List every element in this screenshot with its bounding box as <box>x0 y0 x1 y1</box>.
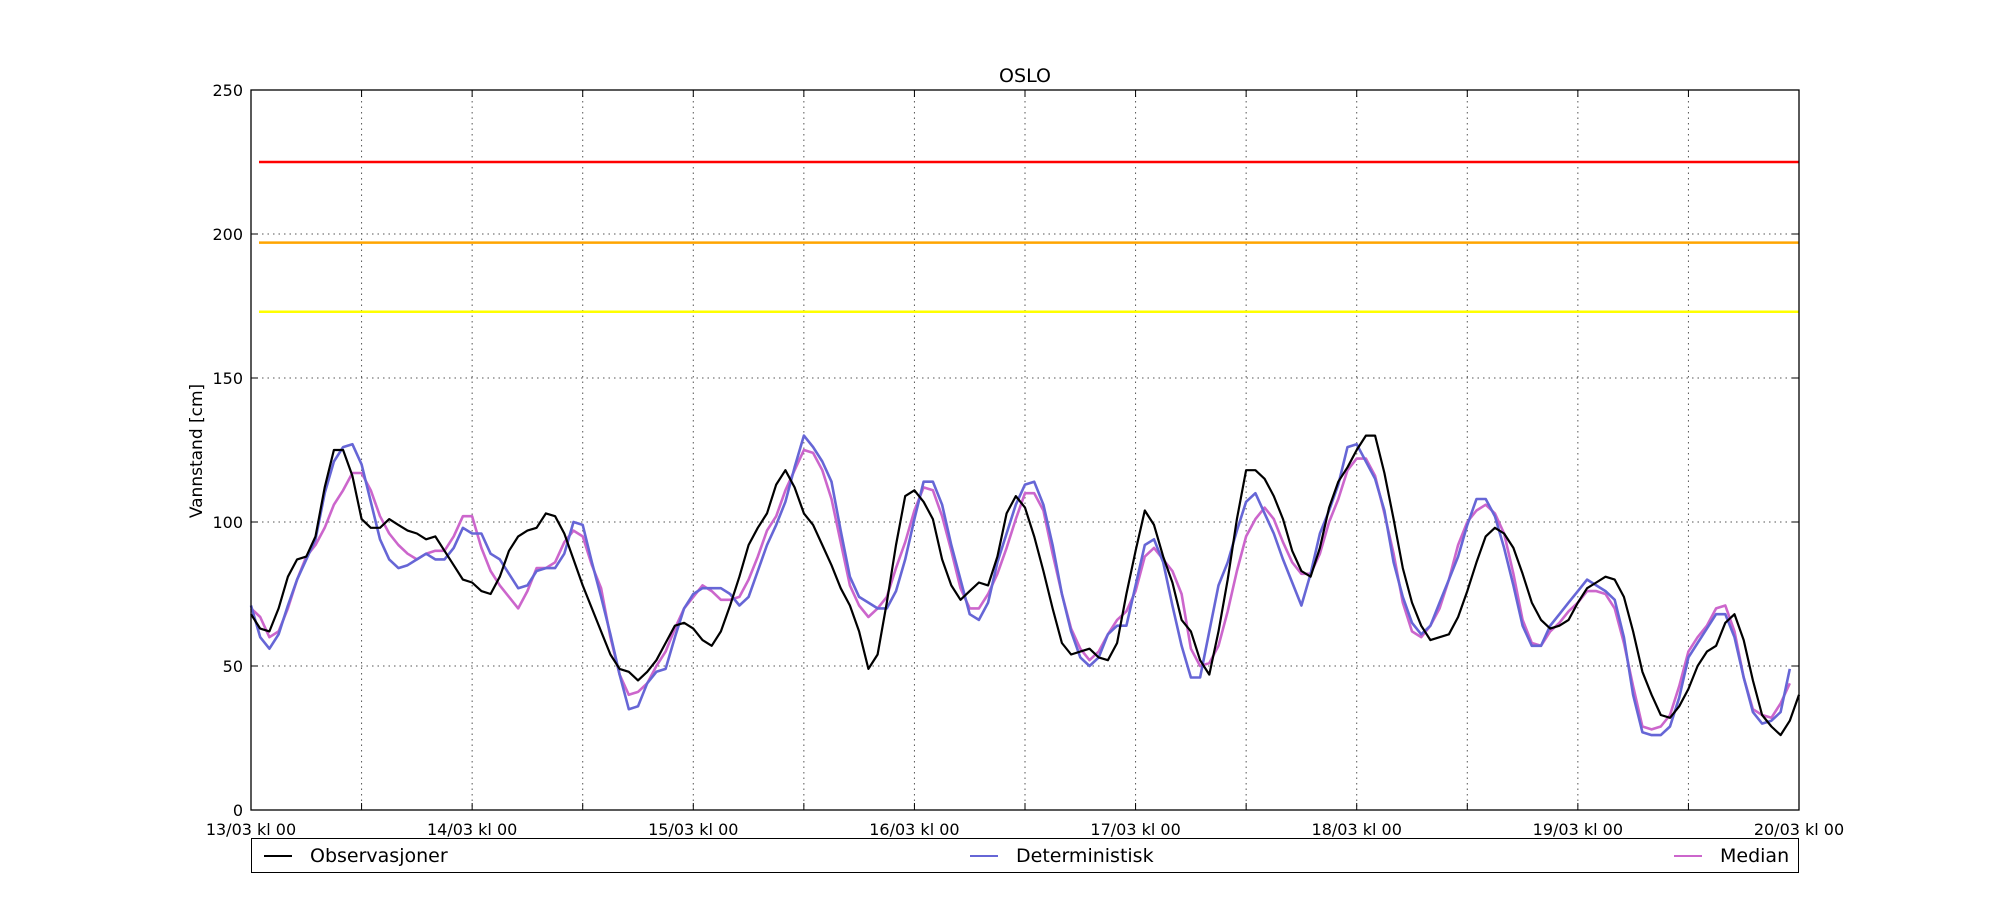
y-axis-label: Vannstand [cm] <box>187 384 207 518</box>
legend-label-deterministic: Deterministisk <box>1016 844 1154 867</box>
data-series <box>249 434 1801 737</box>
y-tick-label: 50 <box>223 657 243 676</box>
legend-swatch-observations <box>264 854 292 857</box>
grid <box>251 90 1799 810</box>
y-tick-label: 200 <box>212 225 243 244</box>
legend-label-observations: Observasjoner <box>310 844 448 867</box>
chart-title: OSLO <box>999 65 1051 87</box>
y-tick-label: 100 <box>212 513 243 532</box>
legend-swatch-deterministic <box>970 854 998 857</box>
x-tick-label: 15/03 kl 00 <box>648 820 738 839</box>
x-tick-label: 19/03 kl 00 <box>1533 820 1623 839</box>
x-tick-label: 16/03 kl 00 <box>869 820 959 839</box>
x-tick-label: 13/03 kl 00 <box>206 820 296 839</box>
x-tick-label: 20/03 kl 00 <box>1754 820 1844 839</box>
legend-label-median: Median <box>1720 844 1790 867</box>
y-tick-label: 250 <box>212 81 243 100</box>
series-line-median <box>250 448 1791 731</box>
series-line-deterministisk <box>249 434 1792 737</box>
axis-ticks: 0 50 100 150 200 250 13/03 kl 00 14/03 kl 00 15/… <box>206 81 1844 839</box>
legend-item-deterministic: Deterministisk <box>970 839 1154 872</box>
y-tick-label: 0 <box>233 801 243 820</box>
y-tick-label: 150 <box>212 369 243 388</box>
legend: Observasjoner Deterministisk Median <box>251 838 1799 873</box>
threshold-lines <box>259 160 1799 314</box>
x-tick-label: 14/03 kl 00 <box>427 820 517 839</box>
legend-item-observations: Observasjoner <box>264 839 448 872</box>
legend-swatch-median <box>1674 854 1702 857</box>
series-line-observasjoner <box>250 434 1801 737</box>
x-tick-label: 17/03 kl 00 <box>1090 820 1180 839</box>
legend-item-median: Median <box>1674 839 1789 872</box>
x-tick-label: 18/03 kl 00 <box>1312 820 1402 839</box>
